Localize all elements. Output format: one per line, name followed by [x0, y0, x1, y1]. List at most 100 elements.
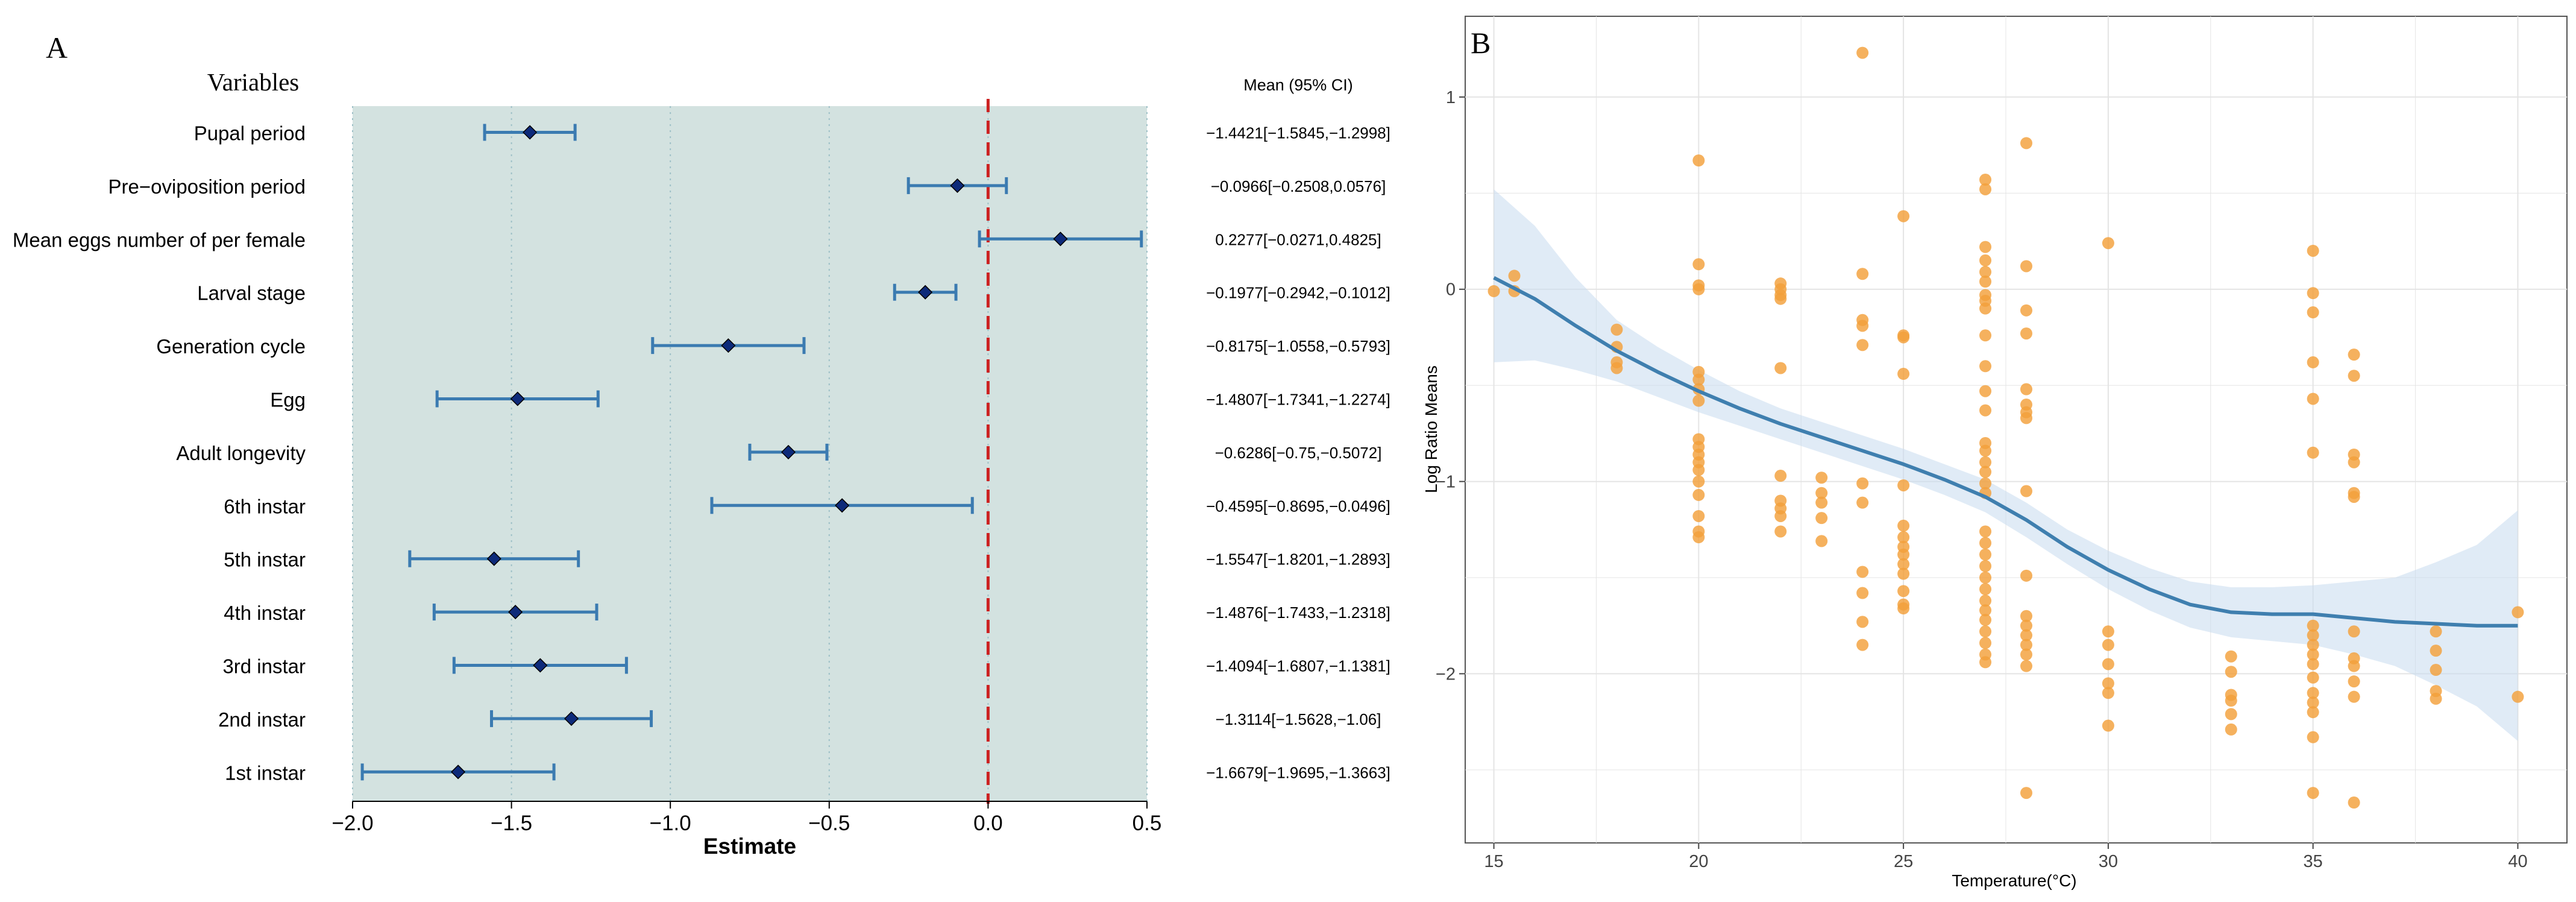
data-point [2020, 660, 2032, 672]
ci-value: −1.4807[−1.7341,−1.2274] [1206, 391, 1390, 409]
row-label: Pupal period [194, 122, 306, 145]
data-point [1897, 479, 1910, 491]
ci-value: −1.4876[−1.7433,−1.2318] [1206, 604, 1390, 622]
data-point [2020, 383, 2032, 396]
data-point [2307, 687, 2319, 699]
data-point [1610, 362, 1623, 374]
data-point [2307, 244, 2319, 257]
ci-header: Mean (95% CI) [1243, 76, 1353, 94]
data-point [1856, 46, 1869, 59]
data-point [1815, 512, 1828, 525]
data-point [1815, 535, 1828, 547]
data-point [2307, 696, 2319, 709]
scatter-x-tick-label: 35 [2304, 852, 2323, 871]
data-point [2102, 658, 2114, 670]
ci-value: −0.0966[−0.2508,0.0576] [1211, 177, 1386, 195]
data-point [2020, 260, 2032, 273]
row-label: Mean eggs number of per female [13, 229, 306, 251]
forest-rows: Pupal period −1.4421[−1.5845,−1.2998] Pre−… [13, 122, 1390, 784]
data-point [2307, 671, 2319, 684]
data-point [1979, 385, 1992, 397]
data-point [2020, 327, 2032, 340]
data-point [1979, 656, 1992, 669]
data-point [2225, 723, 2237, 736]
data-point [1774, 470, 1787, 482]
ci-value: −1.4421[−1.5845,−1.2998] [1206, 124, 1390, 142]
data-point [2348, 675, 2360, 688]
data-point [2102, 639, 2114, 651]
data-point [2020, 610, 2032, 622]
data-point [1815, 496, 1828, 509]
data-point [2020, 787, 2032, 800]
data-point [2307, 356, 2319, 368]
data-point [2348, 370, 2360, 382]
data-point [2225, 666, 2237, 678]
row-label: 2nd instar [218, 708, 306, 731]
ci-value: −0.4595[−0.8695,−0.0496] [1206, 497, 1390, 515]
forest-tick-label: 0.5 [1132, 812, 1162, 835]
scatter-y-axis-title: Log Ratio Means [1422, 365, 1440, 493]
forest-row: 2nd instar −1.3114[−1.5628,−1.06] [218, 708, 1381, 731]
data-point [1692, 154, 1705, 167]
forest-tick-label: 0.0 [973, 812, 1003, 835]
data-point [2348, 796, 2360, 809]
scatter-x-tick-label: 20 [1689, 852, 1708, 871]
data-point [1774, 509, 1787, 522]
data-point [2020, 569, 2032, 582]
scatter-x-tick-label: 30 [2099, 852, 2118, 871]
forest-row: Adult longevity −0.6286[−0.75,−0.5072] [176, 442, 1381, 464]
data-point [2307, 658, 2319, 670]
data-point [2307, 706, 2319, 719]
mean-diamond [918, 285, 933, 300]
row-label: Adult longevity [176, 442, 306, 464]
data-point [1979, 329, 1992, 342]
forest-tick-label: −1.5 [491, 812, 532, 835]
data-point [1979, 625, 1992, 638]
forest-plot-panel: A Variables Mean (95% CI) Pupal period −1… [13, 31, 1390, 859]
data-point [1774, 525, 1787, 538]
data-point [1856, 268, 1869, 280]
scatter-y-tick-label: 1 [1446, 88, 1456, 107]
data-point [1897, 602, 1910, 615]
data-point [1856, 320, 1869, 332]
data-point [1979, 404, 1992, 417]
data-point [1979, 604, 1992, 617]
data-point [2348, 491, 2360, 503]
forest-row: 5th instar −1.5547[−1.8201,−1.2893] [224, 549, 1390, 571]
data-point [1979, 275, 1992, 288]
data-point [2020, 619, 2032, 632]
mean-diamond [781, 444, 796, 459]
data-point [2307, 306, 2319, 319]
data-point [2430, 625, 2442, 638]
forest-row: Egg −1.4807[−1.7341,−1.2274] [270, 389, 1390, 411]
data-point [1610, 323, 1623, 336]
smooth-line [1493, 276, 2518, 628]
data-point [1979, 174, 1992, 186]
forest-x-axis: −2.0 −1.5 −1.0 −0.5 0.0 0.5 [331, 801, 1161, 835]
scatter-x-tick-label: 40 [2508, 852, 2527, 871]
data-point [2307, 639, 2319, 651]
data-point [2020, 629, 2032, 642]
data-point [2020, 648, 2032, 661]
data-point [2430, 692, 2442, 705]
data-point [1897, 331, 1910, 344]
scatter-axes: 15 20 25 30 35 40 1 0 −1 −2 [1436, 88, 2528, 871]
data-point [1692, 394, 1705, 407]
data-point [1774, 292, 1787, 305]
data-point [1897, 210, 1910, 222]
row-label: 5th instar [224, 549, 306, 571]
data-point [2102, 719, 2114, 732]
mean-diamond [451, 765, 466, 780]
data-point [1979, 548, 1992, 561]
forest-tick-label: −1.0 [650, 812, 691, 835]
forest-row: Pupal period −1.4421[−1.5845,−1.2998] [194, 122, 1390, 145]
mean-diamond [486, 551, 501, 566]
data-point [1856, 587, 1869, 599]
data-point [1979, 477, 1992, 490]
data-point [1856, 477, 1869, 490]
data-point [1979, 537, 1992, 549]
mean-diamond [1053, 232, 1068, 247]
mean-diamond [533, 658, 548, 673]
data-point [1979, 241, 1992, 253]
